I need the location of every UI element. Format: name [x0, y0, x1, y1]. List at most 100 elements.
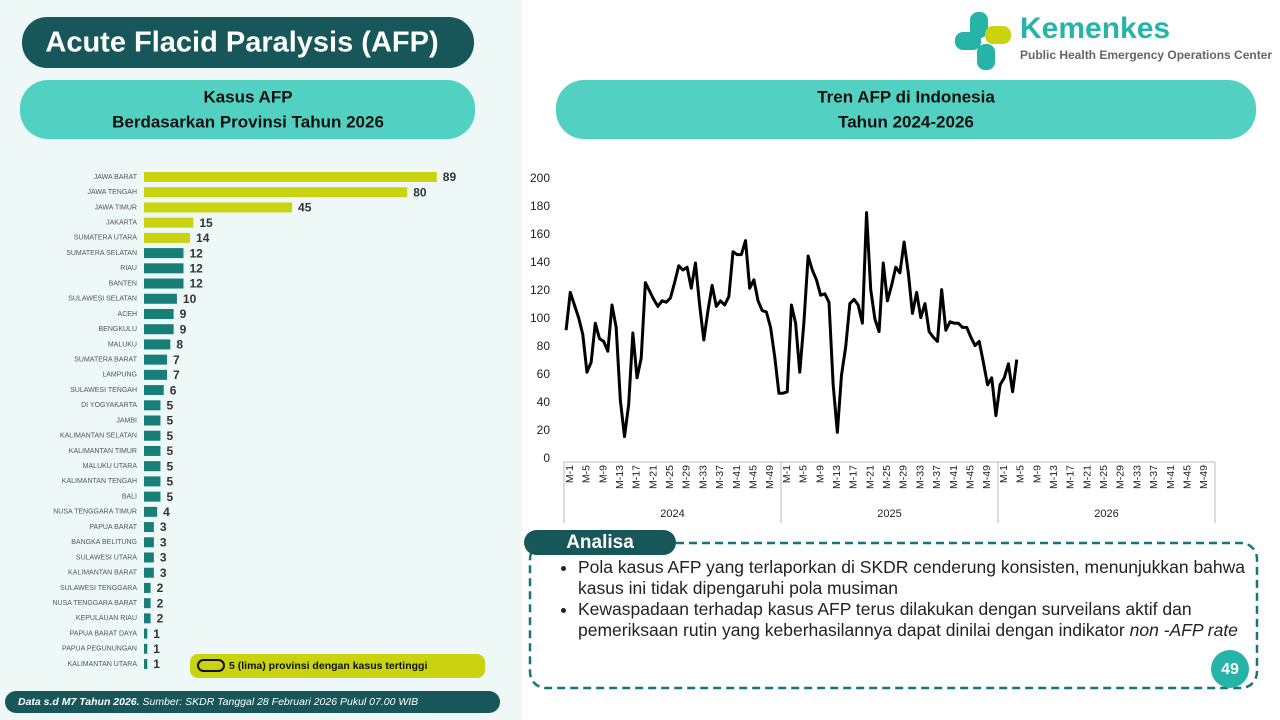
line-subtitle: Tahun 2024-2026 [838, 112, 974, 131]
legend-icon [197, 659, 225, 672]
x-tick-label: M-37 [931, 465, 943, 489]
group-label: 2024 [660, 508, 684, 520]
x-tick-label: M-17 [1065, 465, 1077, 489]
bar [144, 567, 154, 578]
bar [144, 400, 161, 411]
bar [144, 476, 161, 487]
x-tick-label: M-9 [597, 465, 609, 483]
x-tick-label: M-17 [848, 465, 860, 489]
y-tick-label: BANTEN [109, 280, 137, 287]
bar [144, 506, 158, 517]
data-label: 7 [173, 353, 180, 367]
data-label: 2 [157, 581, 164, 595]
bar [144, 172, 437, 182]
bar [144, 522, 154, 533]
bar [144, 339, 171, 350]
bar [144, 385, 164, 396]
data-label: 4 [163, 505, 170, 519]
x-tick-label: M-25 [664, 465, 676, 489]
y-tick-label: 120 [530, 283, 550, 297]
data-label: 9 [180, 307, 187, 321]
y-tick-label: JAWA BARAT [94, 174, 138, 181]
group-label: 2025 [877, 508, 901, 520]
bar [144, 369, 168, 380]
data-label: 5 [166, 414, 173, 428]
bar [144, 202, 293, 213]
footer-text: Data s.d M7 Tahun 2026. Sumber: SKDR Tan… [18, 696, 418, 708]
y-tick-label: 80 [537, 339, 551, 353]
y-tick-label: JAMBI [116, 417, 137, 424]
x-tick-label: M-45 [964, 465, 976, 489]
bar [144, 461, 161, 472]
data-label: 8 [176, 338, 183, 352]
data-label: 5 [166, 490, 173, 504]
x-tick-label: M-1 [781, 465, 793, 483]
x-tick-label: M-37 [714, 465, 726, 489]
y-tick-label: KALIMANTAN SELATAN [60, 433, 137, 440]
y-tick-label: KEPULAUAN RIAU [76, 615, 137, 622]
x-tick-label: M-25 [1098, 465, 1110, 489]
footer-source: Sumber: SKDR Tanggal 28 Februari 2026 Pu… [143, 696, 419, 708]
y-tick-label: BANGKA BELITUNG [71, 539, 137, 546]
y-tick-label: 140 [530, 255, 550, 269]
section-pill [556, 80, 1256, 139]
bar [144, 217, 194, 228]
x-tick-label: M-13 [614, 465, 626, 489]
y-tick-label: JAKARTA [106, 220, 137, 227]
x-tick-label: M-9 [1031, 465, 1043, 483]
data-label: 12 [189, 261, 203, 275]
y-tick-label: BALI [122, 493, 137, 500]
y-tick-label: SULAWESI UTARA [76, 554, 137, 561]
bar-subtitle: Berdasarkan Provinsi Tahun 2026 [112, 112, 384, 131]
x-tick-label: M-9 [814, 465, 826, 483]
section-pill [20, 80, 475, 139]
bullet-text: Pola kasus AFP yang terlaporkan di SKDR … [578, 557, 1246, 598]
footer-bold: Data s.d M7 Tahun 2026. [18, 696, 140, 708]
x-tick-label: M-5 [798, 465, 810, 483]
data-label: 89 [443, 170, 457, 184]
bar [144, 613, 151, 624]
x-tick-label: M-41 [1165, 465, 1177, 489]
bar [144, 293, 177, 304]
page-number: 49 [1221, 661, 1239, 678]
title-pill [22, 17, 474, 68]
x-tick-label: M-33 [914, 465, 926, 489]
x-tick-label: M-29 [898, 465, 910, 489]
y-tick-label: JAWA TENGAH [87, 189, 137, 196]
x-tick-label: M-17 [631, 465, 643, 489]
bar [144, 537, 154, 548]
data-label: 1 [153, 657, 160, 671]
y-tick-label: SUMATERA UTARA [74, 235, 137, 242]
data-label: 80 [413, 185, 427, 199]
bar [144, 552, 154, 563]
bar [144, 491, 161, 502]
bar [144, 232, 191, 243]
y-tick-label: JAWA TIMUR [94, 204, 137, 211]
x-tick-label: M-29 [681, 465, 693, 489]
legend-note: 5 (lima) provinsi dengan kasus tertinggi [229, 660, 427, 672]
y-tick-label: NUSA TENGGARA BARAT [52, 600, 137, 607]
y-tick-label: LAMPUNG [102, 372, 137, 379]
data-label: 1 [153, 627, 160, 641]
bar [144, 308, 174, 319]
bar-title: Kasus AFP [203, 87, 292, 106]
bar [144, 324, 174, 335]
bar [144, 643, 148, 654]
line [564, 211, 1019, 439]
bar [144, 582, 151, 593]
y-tick-label: 100 [530, 311, 550, 325]
data-label: 3 [160, 535, 167, 549]
y-tick-label: 40 [537, 395, 551, 409]
data-label: 3 [160, 520, 167, 534]
bar [144, 415, 161, 426]
y-tick-label: PAPUA PEGUNUNGAN [62, 646, 137, 653]
y-tick-label: PAPUA BARAT [89, 524, 137, 531]
y-tick-label: 60 [537, 367, 551, 381]
x-tick-label: M-41 [948, 465, 960, 489]
data-label: 5 [166, 459, 173, 473]
data-label: 5 [166, 444, 173, 458]
y-tick-label: 200 [530, 171, 550, 185]
data-label: 3 [160, 551, 167, 565]
y-tick-label: SUMATERA BARAT [74, 356, 137, 363]
